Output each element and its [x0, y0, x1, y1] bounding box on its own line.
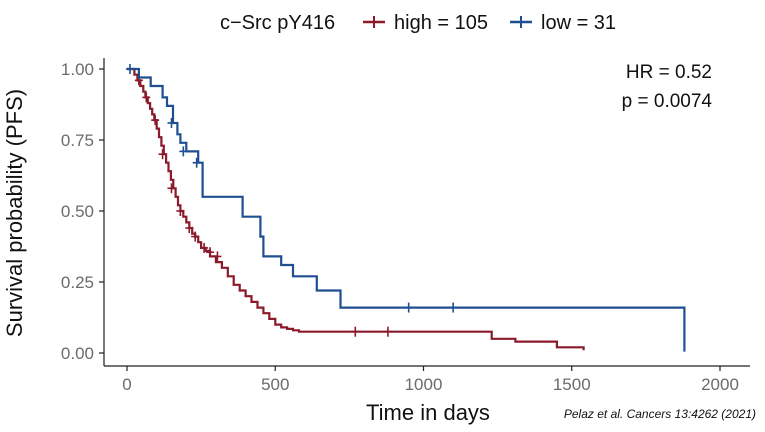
y-axis-title: Survival probability (PFS) [2, 89, 27, 337]
y-ticks: 0.00 0.25 0.50 0.75 1.00 [61, 60, 104, 363]
censor-mark-high [351, 326, 360, 337]
x-axis-title: Time in days [366, 400, 490, 425]
censor-mark-low [404, 302, 413, 313]
censor-mark-high [185, 223, 194, 234]
legend-label-low: low = 31 [541, 12, 616, 34]
y-tick-label: 0.00 [61, 344, 94, 363]
censor-mark-low [179, 146, 188, 157]
x-tick-label: 2000 [701, 375, 739, 394]
censor-mark-high [176, 206, 185, 216]
censor-mark-high [142, 92, 151, 103]
y-tick-label: 0.50 [61, 202, 94, 221]
legend-label-high: high = 105 [394, 12, 488, 34]
citation: Pelaz et al. Cancers 13:4262 (2021) [564, 407, 756, 421]
censor-mark-high [158, 149, 167, 160]
legend: c−Src pY416 high = 105 low = 31 [220, 12, 616, 34]
censor-mark-high [206, 247, 215, 258]
hr-annotation: HR = 0.52 [626, 62, 712, 83]
censor-mark-high [167, 183, 176, 194]
p-annotation: p = 0.0074 [622, 91, 713, 112]
censor-mark-low [125, 64, 134, 74]
censor-mark-high [191, 231, 200, 242]
km-curve-high [127, 67, 585, 351]
censor-mark-high [151, 115, 160, 126]
x-tick-label: 1500 [553, 375, 591, 394]
y-tick-label: 0.75 [61, 131, 94, 150]
x-tick-label: 1000 [405, 375, 443, 394]
legend-title: c−Src pY416 [220, 12, 335, 34]
censor-mark-high [200, 242, 209, 253]
censor-mark-high [213, 251, 222, 262]
censor-mark-low [167, 117, 176, 128]
km-curve-low [127, 67, 686, 352]
censor-mark-low [449, 302, 458, 313]
x-tick-label: 0 [122, 375, 131, 394]
censor-mark-low [192, 157, 201, 168]
x-tick-label: 500 [261, 375, 289, 394]
series-layer [125, 64, 686, 352]
x-ticks: 0 500 1000 1500 2000 [122, 366, 739, 394]
censor-mark-high [383, 326, 392, 337]
y-tick-label: 0.25 [61, 273, 94, 292]
y-tick-label: 1.00 [61, 60, 94, 79]
